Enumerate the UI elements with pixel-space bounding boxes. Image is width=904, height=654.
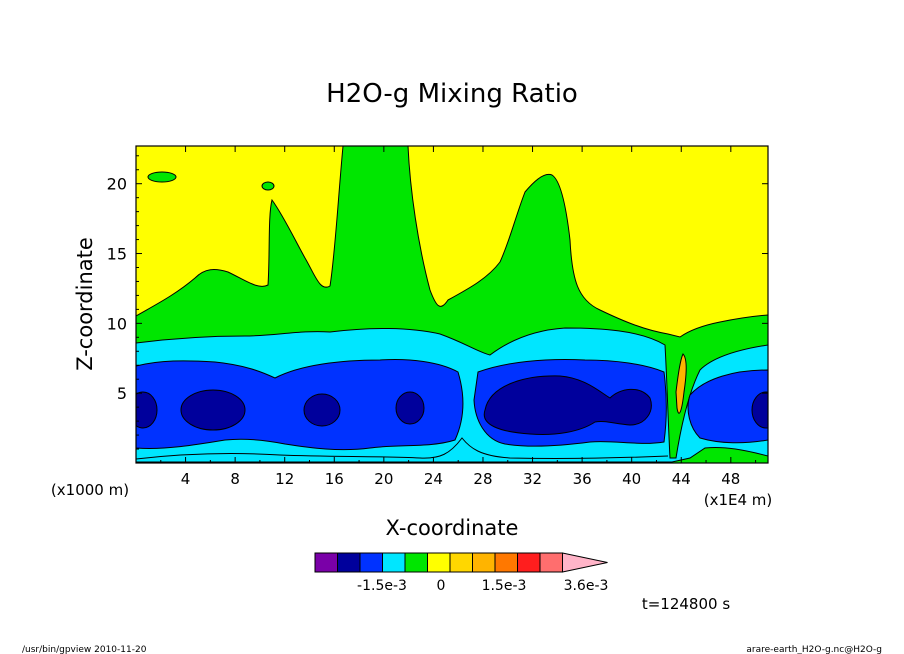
- minimum-cell: [136, 391, 158, 429]
- x-tick-label: 32: [523, 470, 542, 488]
- x-tick-label: 36: [573, 470, 592, 488]
- colorbar: [314, 552, 608, 573]
- colorbar-label: 1.5e-3: [482, 578, 527, 594]
- minimum-cell: [483, 375, 652, 435]
- colorbar-swatch: [382, 552, 406, 573]
- x-tick-label: 20: [374, 470, 393, 488]
- x-tick-label: 44: [672, 470, 691, 488]
- region-blue-3: [687, 369, 768, 444]
- colorbar-swatch: [494, 552, 518, 573]
- x-tick-label: 12: [275, 470, 294, 488]
- minimum-cell: [180, 389, 246, 431]
- colorbar-swatch: [314, 552, 338, 573]
- x-tick-label: 28: [473, 470, 492, 488]
- y-tick-label: 5: [117, 384, 127, 403]
- x-tick-label: 8: [230, 470, 240, 488]
- colorbar-swatch: [539, 552, 563, 573]
- colorbar-label: 3.6e-3: [564, 578, 609, 594]
- colorbar-swatch: [404, 552, 428, 573]
- colorbar-arrow: [562, 552, 608, 573]
- small-green-patch-2: [261, 181, 275, 191]
- colorbar-label: 0: [437, 578, 446, 594]
- footer-left: /usr/bin/gpview 2010-11-20: [22, 645, 147, 654]
- colorbar-swatch: [337, 552, 361, 573]
- x-tick-label: 16: [325, 470, 344, 488]
- y-axis: 5 10 15 20: [107, 155, 768, 450]
- x-tick-label: 4: [181, 470, 191, 488]
- minimum-cell: [303, 393, 341, 427]
- colorbar-swatch: [472, 552, 496, 573]
- x-unit-right: (x1E4 m): [704, 491, 773, 509]
- colorbar-label: -1.5e-3: [357, 578, 407, 594]
- x-tick-label: 24: [424, 470, 443, 488]
- footer-right: arare-earth_H2O-g.nc@H2O-g: [746, 645, 882, 654]
- chart-title: H2O-g Mixing Ratio: [326, 79, 578, 109]
- x-axis-label: X-coordinate: [386, 516, 519, 540]
- x-unit-left: (x1000 m): [51, 481, 129, 499]
- y-tick-label: 15: [107, 245, 127, 264]
- y-tick-label: 20: [107, 175, 127, 194]
- time-label: t=124800 s: [642, 595, 730, 613]
- x-tick-label: 48: [721, 470, 740, 488]
- colorbar-swatch: [427, 552, 451, 573]
- colorbar-swatch: [517, 552, 541, 573]
- plot-frame: [135, 145, 769, 464]
- contour-field: [136, 146, 768, 463]
- x-tick-label: 40: [622, 470, 641, 488]
- y-axis-label: Z-coordinate: [73, 237, 97, 371]
- x-axis: 4 8 12 16 20 24 28 32 36 40 44 48: [160, 146, 757, 488]
- y-tick-label: 10: [107, 314, 127, 333]
- small-green-patch: [147, 171, 177, 183]
- minimum-cell: [395, 391, 425, 425]
- colorbar-swatch: [449, 552, 473, 573]
- colorbar-swatch: [359, 552, 383, 573]
- region-orange-spike: [675, 353, 687, 414]
- minimum-cell: [751, 391, 768, 429]
